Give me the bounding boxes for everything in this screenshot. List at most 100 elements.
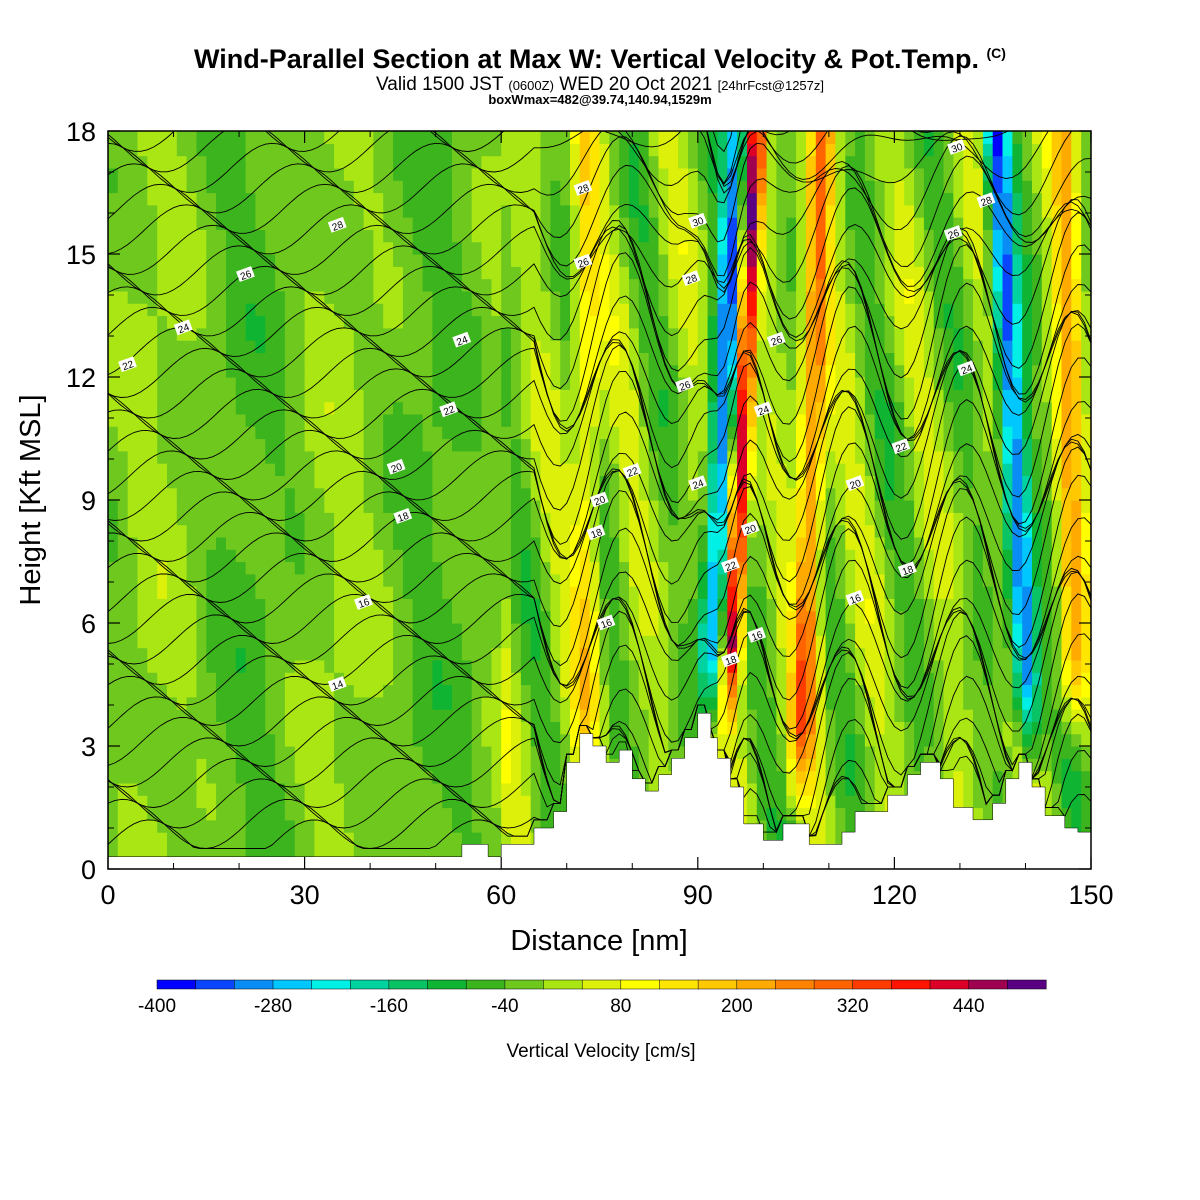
velocity-cell <box>157 192 168 206</box>
velocity-cell <box>855 131 866 144</box>
velocity-cell <box>353 303 365 317</box>
velocity-cell <box>756 192 768 206</box>
velocity-cell <box>402 672 414 686</box>
velocity-cell <box>373 844 384 858</box>
velocity-cell <box>540 426 551 440</box>
velocity-cell <box>815 143 827 157</box>
velocity-cell <box>422 229 433 243</box>
velocity-cell <box>402 573 414 587</box>
velocity-cell <box>766 377 777 390</box>
velocity-cell <box>461 463 473 476</box>
velocity-cell <box>707 586 718 599</box>
velocity-cell <box>874 549 886 563</box>
velocity-cell <box>668 586 679 599</box>
velocity-cell <box>147 229 158 243</box>
velocity-cell <box>481 647 492 661</box>
velocity-cell <box>589 352 601 366</box>
velocity-cell <box>412 770 424 784</box>
velocity-cell <box>747 438 758 452</box>
velocity-cell <box>117 561 129 575</box>
velocity-cell <box>235 377 247 390</box>
velocity-cell <box>825 647 836 661</box>
velocity-cell <box>550 782 561 796</box>
velocity-cell <box>629 770 640 784</box>
velocity-cell <box>825 672 836 686</box>
velocity-cell <box>147 413 158 427</box>
velocity-cell <box>186 610 197 624</box>
velocity-cell <box>117 770 129 784</box>
velocity-cell <box>737 229 748 243</box>
velocity-cell <box>275 450 286 464</box>
velocity-cell <box>393 782 404 796</box>
velocity-cell <box>206 573 217 587</box>
velocity-cell <box>530 290 542 304</box>
velocity-cell <box>304 524 315 538</box>
velocity-cell <box>756 340 768 353</box>
velocity-cell <box>304 672 315 686</box>
velocity-cell <box>501 475 512 489</box>
velocity-cell <box>599 155 610 169</box>
velocity-cell <box>432 512 443 526</box>
velocity-cell <box>805 229 817 243</box>
velocity-cell <box>314 180 325 194</box>
velocity-cell <box>737 131 748 144</box>
velocity-cell <box>314 327 325 341</box>
velocity-cell <box>167 463 178 476</box>
velocity-cell <box>343 536 355 550</box>
velocity-cell <box>589 413 601 427</box>
velocity-cell <box>678 696 689 710</box>
velocity-cell <box>815 377 827 390</box>
velocity-cell <box>245 254 256 267</box>
velocity-cell <box>226 832 237 845</box>
velocity-cell <box>629 586 640 599</box>
velocity-cell <box>176 340 188 353</box>
chart-valid-time: Valid 1500 JST (0600Z) WED 20 Oct 2021 [… <box>375 74 825 95</box>
velocity-cell <box>835 143 846 157</box>
velocity-cell <box>855 438 866 452</box>
velocity-cell <box>658 389 669 403</box>
velocity-cell <box>678 684 689 698</box>
velocity-cell <box>658 143 669 157</box>
velocity-cell <box>747 229 758 243</box>
velocity-cell <box>157 561 168 575</box>
velocity-cell <box>805 659 817 673</box>
velocity-cell <box>432 524 443 538</box>
velocity-cell <box>393 413 404 427</box>
velocity-cell <box>481 143 492 157</box>
velocity-cell <box>579 303 591 317</box>
velocity-cell <box>776 758 787 772</box>
velocity-cell <box>275 746 286 759</box>
velocity-cell <box>471 782 483 796</box>
velocity-cell <box>324 696 335 710</box>
velocity-cell <box>432 819 443 833</box>
velocity-cell <box>167 844 178 858</box>
velocity-cell <box>176 475 188 489</box>
velocity-cell <box>383 450 394 464</box>
velocity-cell <box>747 721 758 735</box>
velocity-cell <box>402 450 414 464</box>
velocity-cell <box>353 278 365 292</box>
velocity-cell <box>471 389 483 403</box>
velocity-cell <box>796 290 807 304</box>
velocity-cell <box>245 167 256 181</box>
velocity-cell <box>373 155 384 169</box>
velocity-cell <box>796 131 807 144</box>
velocity-cell <box>461 475 473 489</box>
velocity-cell <box>284 389 296 403</box>
velocity-cell <box>157 819 168 833</box>
velocity-cell <box>167 487 178 501</box>
velocity-cell <box>520 266 532 280</box>
velocity-cell <box>422 315 433 329</box>
velocity-cell <box>678 426 689 440</box>
velocity-cell <box>511 573 522 587</box>
velocity-cell <box>707 623 718 636</box>
velocity-cell <box>648 524 660 538</box>
velocity-cell <box>579 450 591 464</box>
velocity-cell <box>137 623 148 636</box>
velocity-cell <box>452 598 463 612</box>
velocity-cell <box>383 647 394 661</box>
velocity-cell <box>491 500 502 513</box>
velocity-cell <box>756 561 768 575</box>
velocity-cell <box>452 746 463 759</box>
velocity-cell <box>530 610 542 624</box>
